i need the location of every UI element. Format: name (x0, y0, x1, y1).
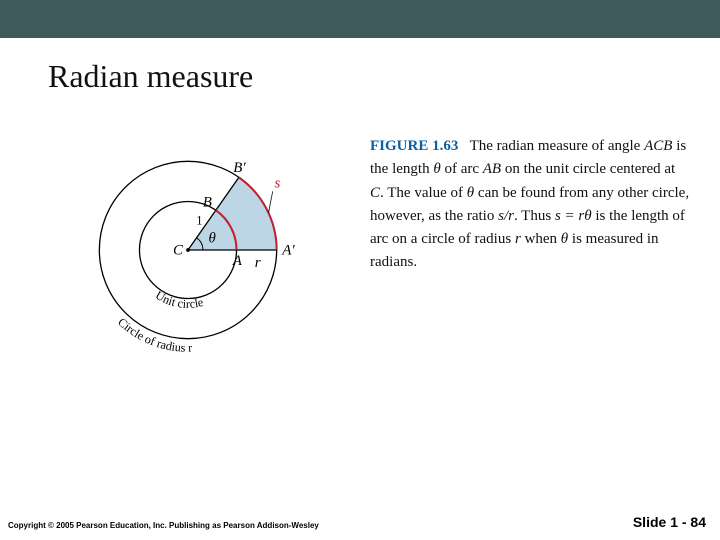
slide-title: Radian measure (48, 58, 253, 95)
svg-text:Unit circle: Unit circle (153, 288, 205, 311)
svg-text:θ: θ (209, 231, 216, 247)
figure-number: FIGURE 1.63 (370, 138, 458, 154)
slide: Radian measure B′ s B1θ C A A′ r Unit circle Cir… (0, 0, 720, 540)
svg-text:B′: B′ (233, 160, 246, 176)
svg-text:C: C (173, 243, 184, 259)
svg-text:r: r (255, 255, 261, 271)
svg-text:A: A (232, 253, 243, 269)
radian-diagram: B′ s B1θ C A A′ r Unit circle Circle of radius r (48, 110, 328, 390)
copyright-text: Copyright © 2005 Pearson Education, Inc.… (8, 521, 319, 530)
svg-text:Circle of radius r: Circle of radius r (115, 315, 192, 355)
svg-text:s: s (275, 176, 281, 192)
figure-caption: FIGURE 1.63 The radian measure of angle … (370, 135, 690, 275)
svg-text:B: B (203, 195, 212, 211)
page-number: Slide 1 - 84 (633, 514, 706, 530)
svg-text:A′: A′ (281, 243, 295, 259)
top-bar (0, 0, 720, 38)
svg-text:1: 1 (196, 214, 202, 228)
